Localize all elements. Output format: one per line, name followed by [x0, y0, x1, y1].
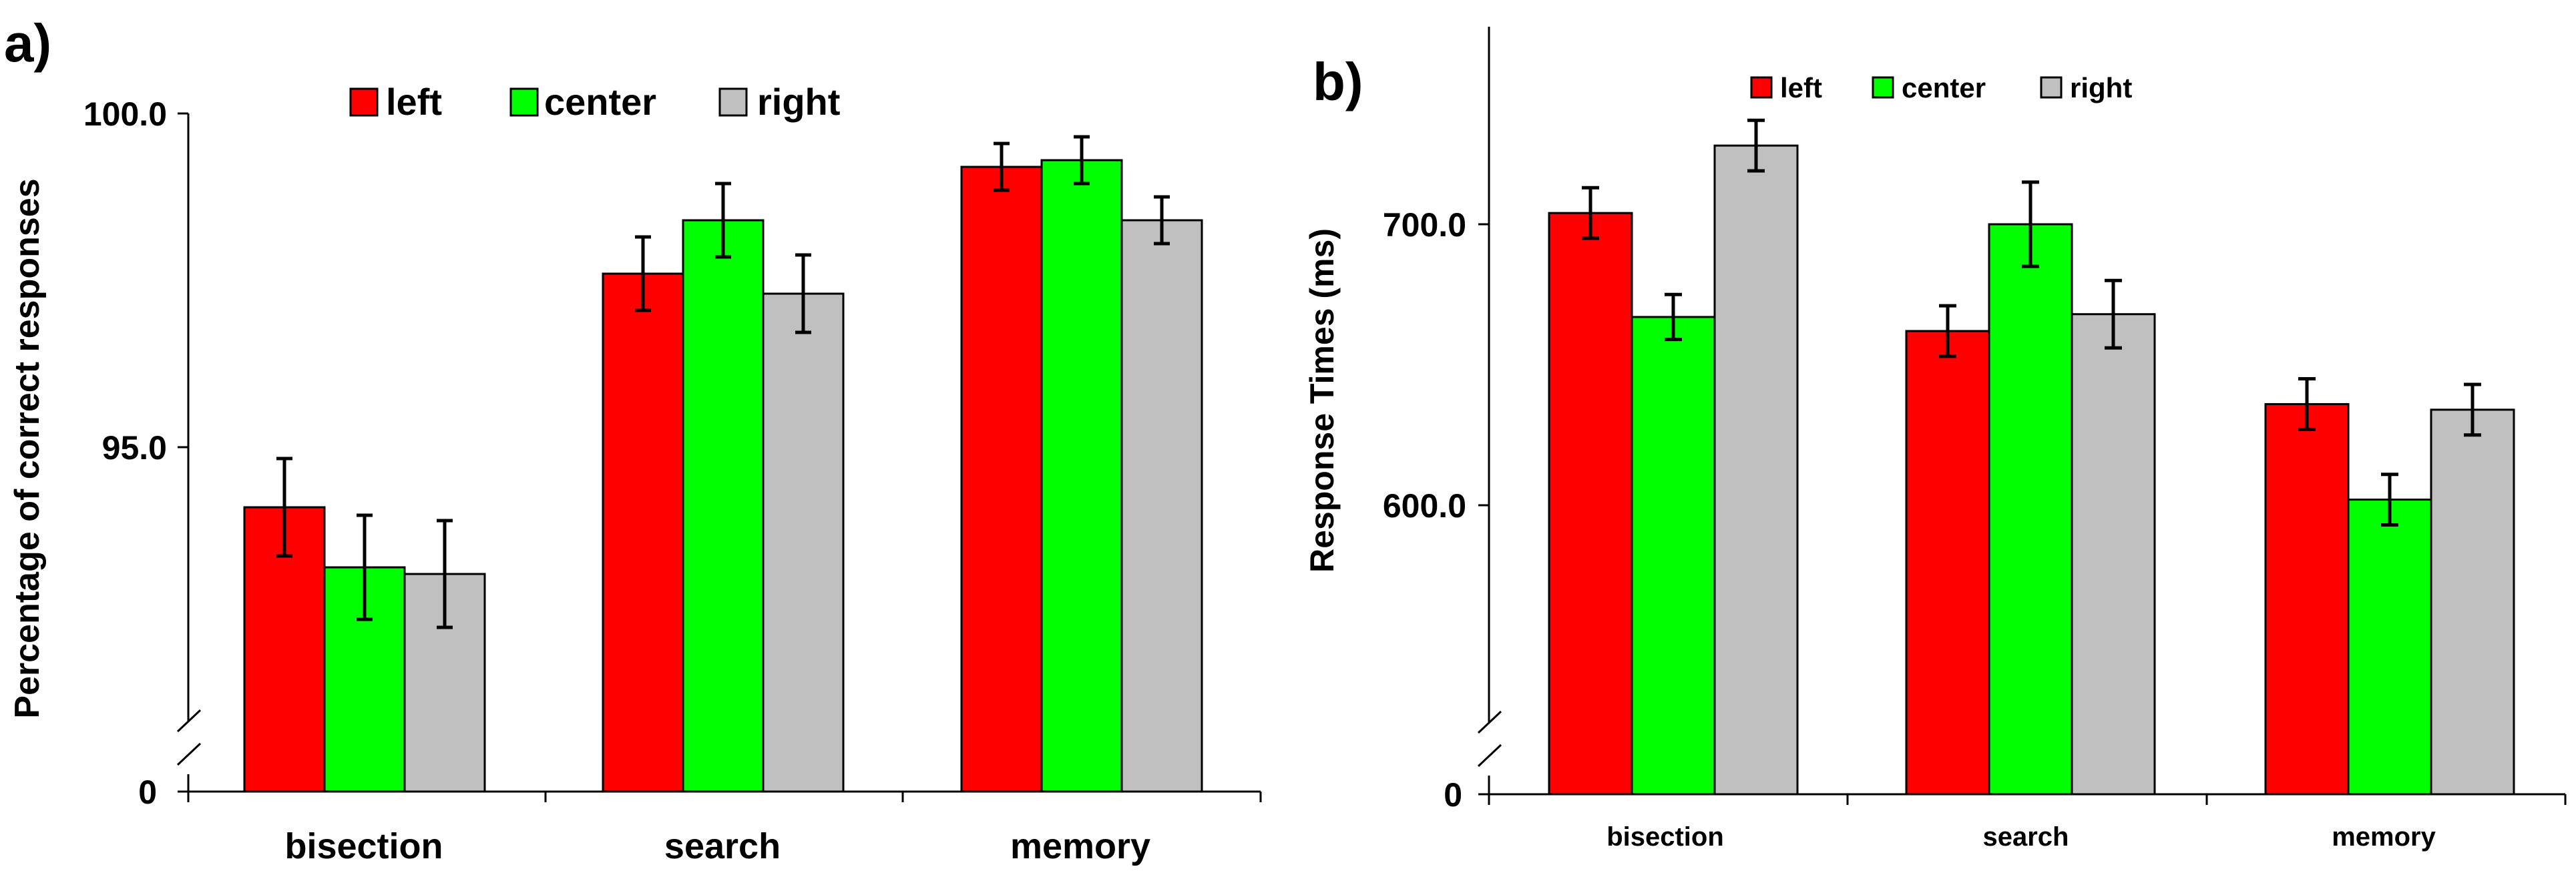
- panel-a-y-axis-label: Percentage of correct responses: [8, 178, 47, 718]
- legend-label-center: center: [544, 81, 656, 123]
- panel-b-bar-bisection-center: [1631, 316, 1716, 796]
- legend-swatch-left: [349, 87, 379, 117]
- panel-a-y-axis: [176, 112, 202, 793]
- panel-b-error-bar-memory-center: [2381, 473, 2398, 527]
- panel-a-error-bar-memory-left: [994, 141, 1010, 192]
- panel-a-chart: a) Percentage of correct responses 100.0…: [4, 13, 1262, 866]
- panel-a-error-bar-bisection-right: [437, 519, 453, 629]
- legend-swatch-center: [1872, 76, 1894, 99]
- panel-b-x-tick: search: [1983, 822, 2069, 852]
- panel-b-y-axis-label: Response Times (ms): [1303, 228, 1341, 573]
- panel-b-bar-search-right: [2071, 313, 2156, 796]
- legend-swatch-right: [718, 87, 748, 117]
- panel-b-bar-memory-left: [2264, 402, 2350, 796]
- panel-a-legend: left center right: [349, 81, 840, 123]
- panel-a-error-bar-search-right: [795, 253, 811, 334]
- panel-a-x-tick: memory: [1010, 826, 1150, 866]
- panel-b-legend: left center right: [1750, 72, 2132, 103]
- panel-b-bars: [1548, 118, 2515, 796]
- legend-label-left: left: [386, 81, 442, 123]
- panel-a-bar-search-right: [762, 292, 845, 793]
- panel-a-bar-memory-center: [1040, 159, 1123, 793]
- panel-a-error-bar-search-center: [715, 182, 731, 259]
- panel-b-error-bar-search-center: [2022, 180, 2039, 268]
- panel-b-error-bar-memory-left: [2298, 377, 2316, 431]
- panel-b-x-tick: bisection: [1606, 822, 1724, 852]
- panel-b-bar-bisection-left: [1548, 212, 1633, 796]
- panel-a-label: a): [4, 13, 51, 73]
- panel-a-y-tick: 95.0: [102, 429, 167, 467]
- panel-a-error-bar-memory-center: [1074, 135, 1090, 186]
- panel-b-y-axis: [1477, 27, 1502, 796]
- panel-a-y-tick: 100.0: [83, 95, 167, 133]
- panel-b-chart: b) Response Times (ms) 700.0 600.0 0 bis…: [1303, 27, 2567, 852]
- panel-b-error-bar-search-right: [2105, 278, 2122, 350]
- legend-swatch-center: [509, 87, 539, 117]
- legend-label-left: left: [1780, 72, 1822, 103]
- panel-a-bar-memory-right: [1120, 219, 1203, 793]
- panel-a-y-tick: 0: [138, 774, 157, 811]
- legend-swatch-right: [2040, 76, 2063, 99]
- panel-b-y-tick: 0: [1444, 776, 1462, 814]
- panel-b-bar-memory-center: [2347, 499, 2432, 796]
- panel-b-error-bar-bisection-left: [1582, 186, 1599, 240]
- panel-b-bar-memory-right: [2430, 408, 2515, 796]
- panel-a-x-tick: search: [664, 826, 781, 866]
- panel-a-bar-search-center: [682, 219, 765, 793]
- panel-b-error-bar-memory-right: [2464, 382, 2481, 437]
- panel-b-y-tick: 600.0: [1383, 487, 1466, 525]
- panel-b-error-bar-search-left: [1939, 304, 1956, 358]
- panel-b-x-axis: [1488, 793, 2567, 805]
- legend-label-center: center: [1902, 72, 1986, 103]
- panel-b-x-tick: memory: [2332, 822, 2436, 852]
- panel-a-bars: [243, 135, 1203, 793]
- panel-a-error-bar-memory-right: [1154, 195, 1170, 246]
- panel-b-label: b): [1313, 52, 1363, 111]
- panel-a-x-tick: bisection: [284, 826, 443, 866]
- panel-b-y-tick: 700.0: [1383, 206, 1466, 244]
- panel-b-error-bar-bisection-center: [1665, 292, 1682, 342]
- legend-label-right: right: [757, 81, 840, 123]
- panel-b-error-bar-bisection-right: [1747, 118, 1765, 173]
- panel-b-bar-bisection-right: [1713, 144, 1799, 796]
- legend-label-right: right: [2070, 72, 2132, 103]
- panel-a-error-bar-bisection-left: [276, 457, 292, 558]
- panel-a-error-bar-bisection-center: [357, 513, 373, 621]
- panel-b-bar-search-center: [1988, 223, 2073, 796]
- panel-a-bar-memory-left: [960, 166, 1043, 793]
- legend-swatch-left: [1750, 76, 1773, 99]
- panel-b-bar-search-left: [1905, 330, 1990, 796]
- panel-a-x-axis: [187, 790, 1262, 802]
- panel-a-error-bar-search-left: [635, 235, 651, 312]
- panel-a-bar-search-left: [602, 272, 684, 793]
